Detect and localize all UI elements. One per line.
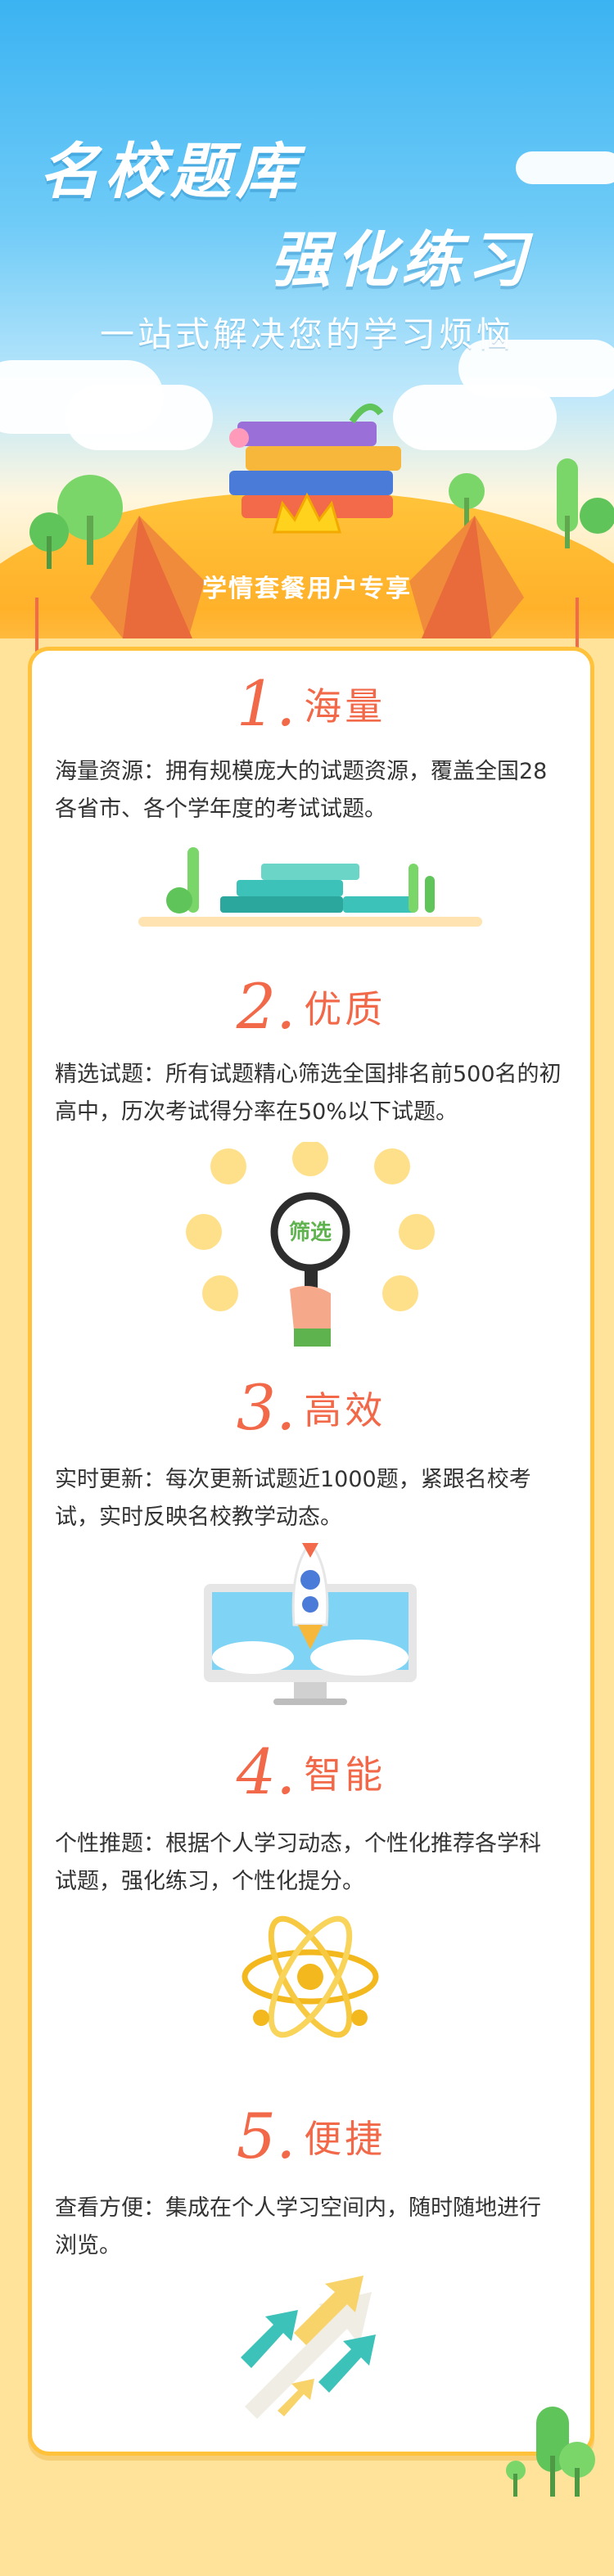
cloud xyxy=(393,385,557,450)
section-number: 5. xyxy=(236,2100,296,2172)
hero-title-line2: 强化练习 xyxy=(270,225,532,295)
member-ribbon: 学情套餐用户专享 xyxy=(202,575,412,603)
cloud xyxy=(65,385,213,450)
tree-icon xyxy=(29,512,69,552)
section-heading: 5. 便捷 xyxy=(32,2100,590,2172)
section-heading: 1. 海量 xyxy=(32,667,590,740)
tree-icon xyxy=(506,2407,595,2497)
tree-icon xyxy=(449,473,485,509)
section-title: 智能 xyxy=(304,1752,386,1797)
section-description: 精选试题：所有试题精心筛选全国排名前500名的初高中，历次考试得分率在50%以下… xyxy=(55,1062,562,1125)
rocket-monitor-icon xyxy=(204,1543,417,1705)
section-number: 2. xyxy=(236,970,296,1043)
section-heading: 3. 高效 xyxy=(32,1371,590,1444)
hero-title-line1: 名校题库 xyxy=(39,137,301,207)
section-number: 4. xyxy=(236,1735,296,1808)
filter-label: 筛选 xyxy=(288,1220,332,1245)
section-title: 优质 xyxy=(304,986,386,1031)
crown-icon xyxy=(273,492,341,534)
hero-subtitle: 一站式解决您的学习烦恼 xyxy=(99,314,514,354)
cloud xyxy=(516,151,614,184)
section-number: 1. xyxy=(236,667,296,740)
tree-icon xyxy=(580,498,614,534)
hero-banner: 名校题库 强化练习 一站式解决您的学习烦恼 学情套餐用户专享 xyxy=(0,0,614,638)
section-description: 海量资源：拥有规模庞大的试题资源，覆盖全国28各省市、各个学年度的考试试题。 xyxy=(55,759,548,822)
section-heading: 4. 智能 xyxy=(32,1735,590,1808)
tree-icon xyxy=(57,475,123,540)
arrows-icon xyxy=(241,2276,376,2419)
section-description: 实时更新：每次更新试题近1000题，紧跟名校考试，实时反映名校教学动态。 xyxy=(55,1467,531,1530)
section-description: 个性推题：根据个人学习动态，个性化推荐各学科试题，强化练习，个性化提分。 xyxy=(55,1831,541,1894)
section-heading: 2. 优质 xyxy=(32,970,590,1043)
features-card: 1. 海量 海量资源：拥有规模庞大的试题资源，覆盖全国28各省市、各个学年度的考试… xyxy=(28,647,594,2456)
books-icon xyxy=(138,847,482,927)
books-stack-icon xyxy=(29,404,614,638)
atom-icon xyxy=(242,1915,379,2038)
section-title: 海量 xyxy=(304,683,386,729)
section-title: 便捷 xyxy=(304,2116,386,2161)
magnifier-filter-icon xyxy=(186,1142,435,1347)
section-description: 查看方便：集成在个人学习空间内，随时随地进行浏览。 xyxy=(55,2195,541,2258)
tree-icon xyxy=(557,458,578,532)
section-number: 3. xyxy=(236,1371,296,1444)
section-title: 高效 xyxy=(304,1387,386,1432)
